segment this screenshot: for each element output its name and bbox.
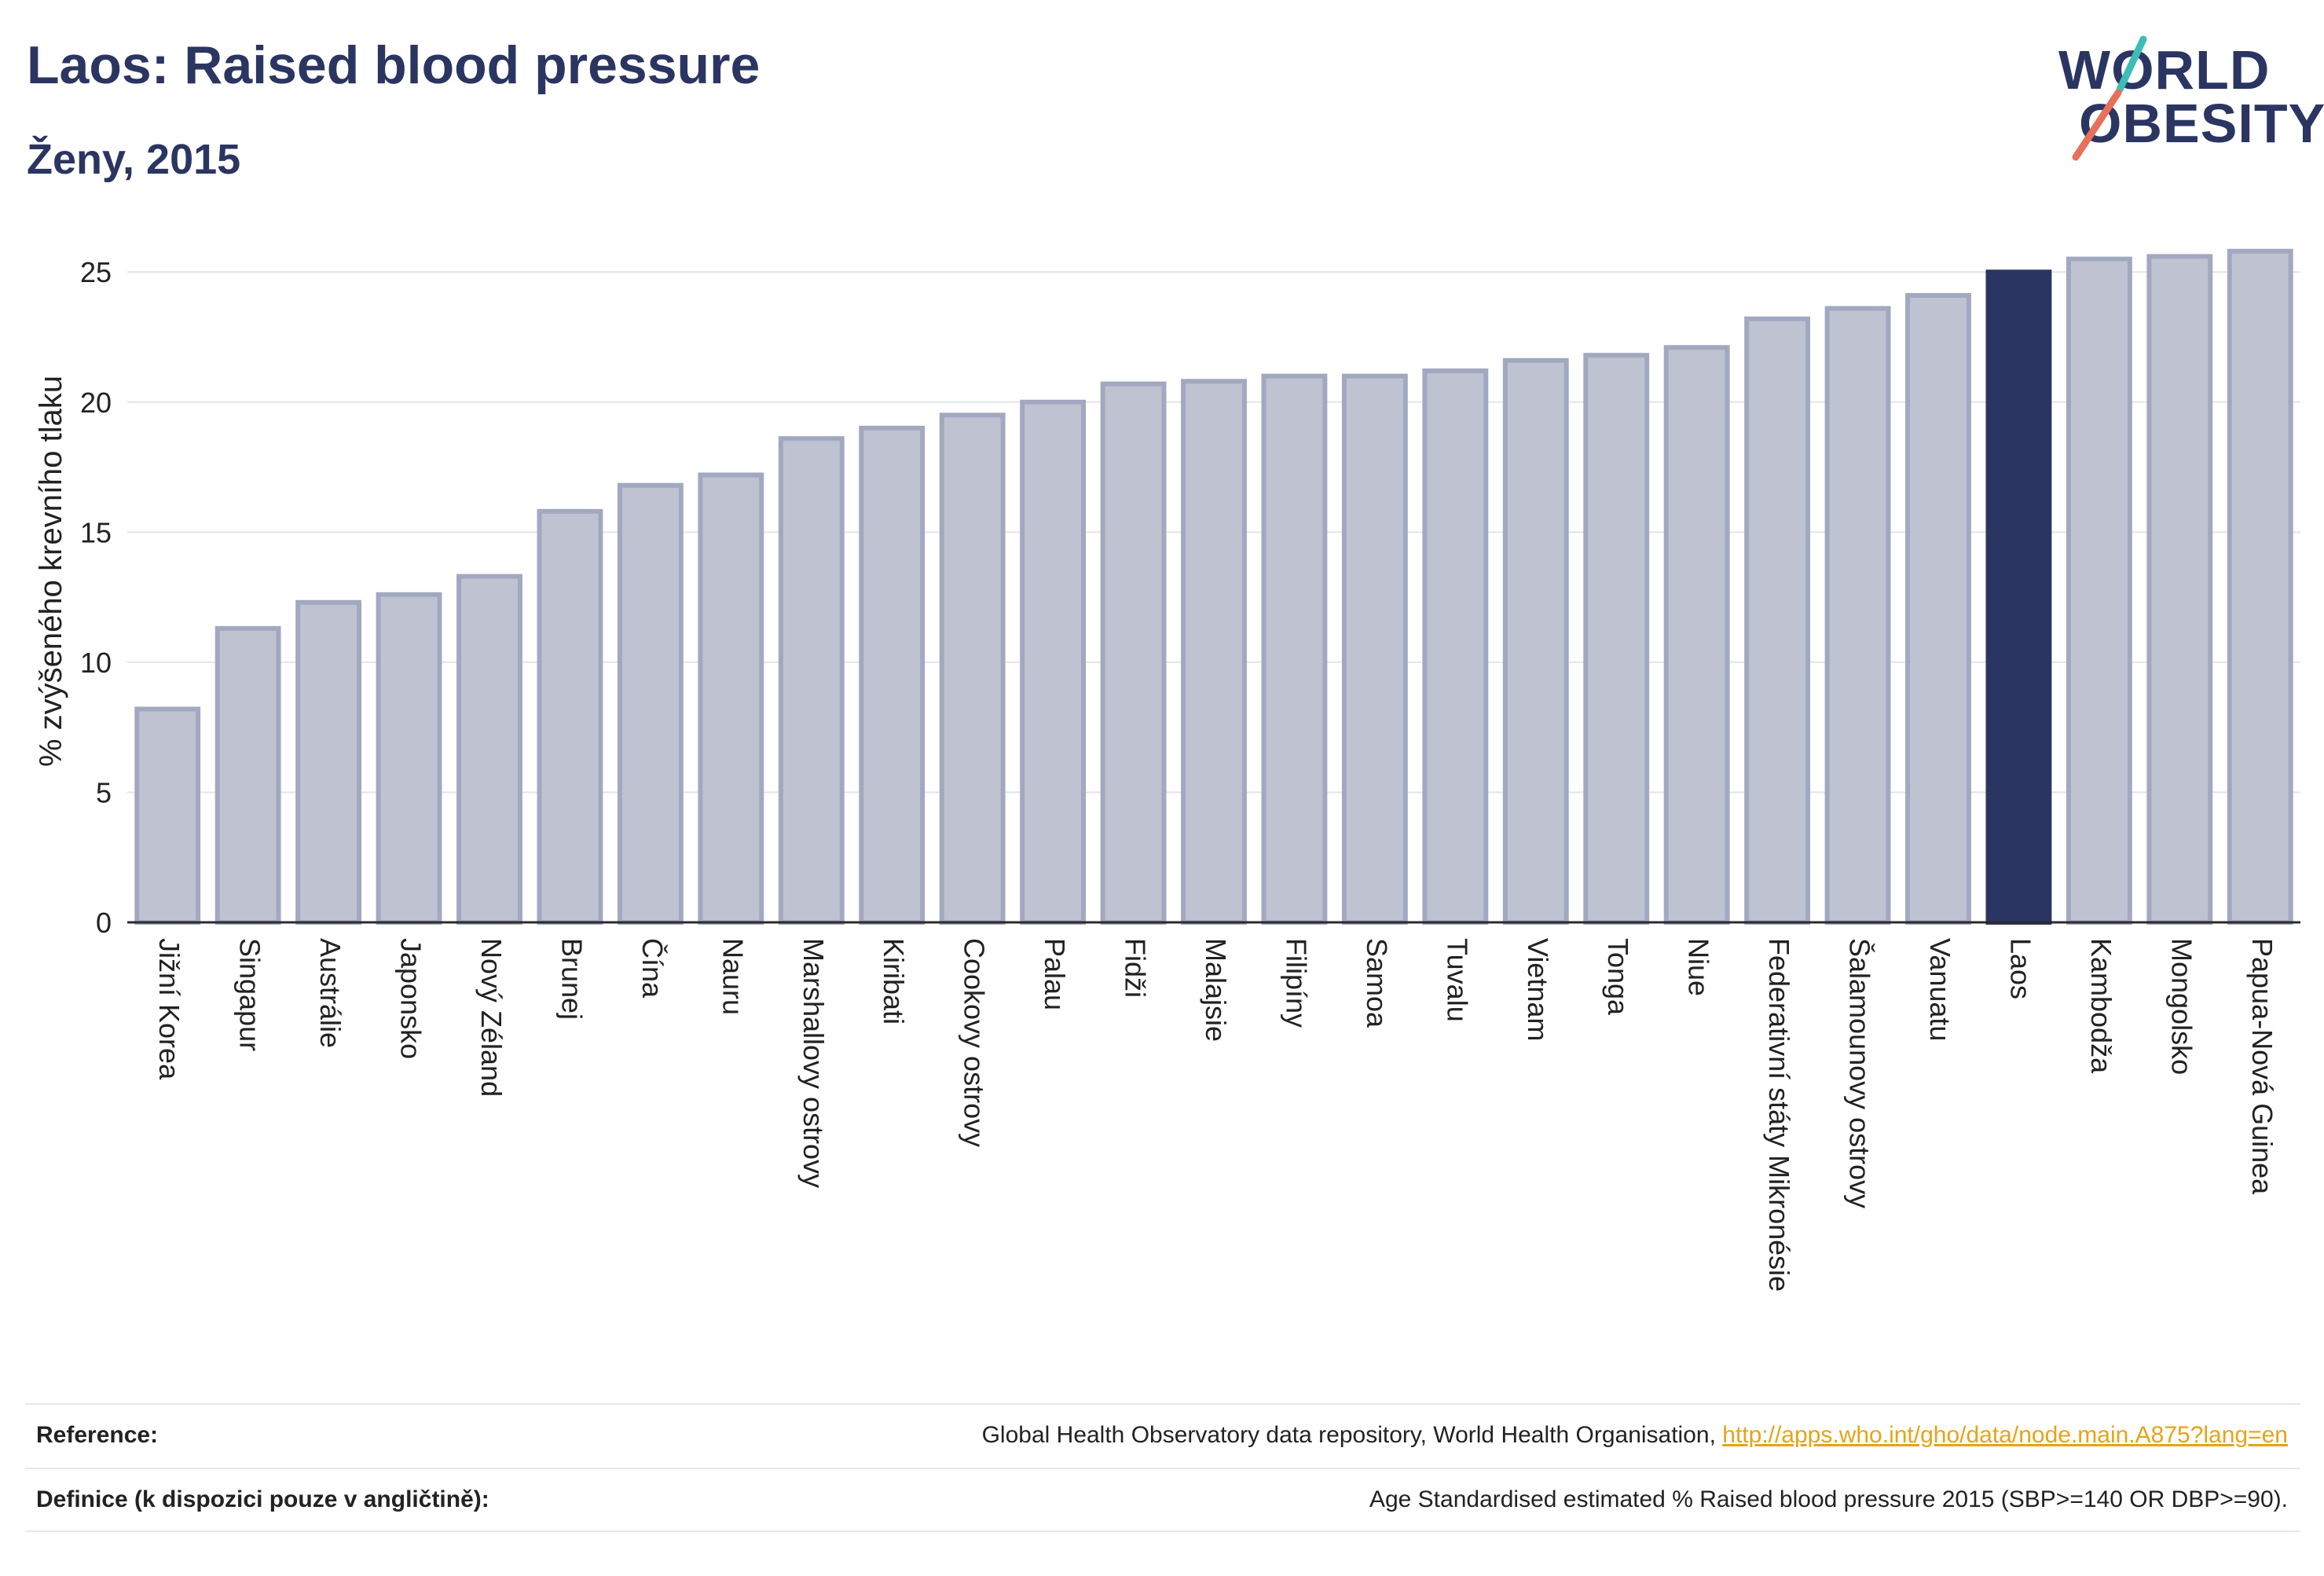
x-tick-label: Jižní Korea — [153, 938, 185, 1080]
x-tick-label: Filipíny — [1280, 938, 1312, 1028]
definition-value: Age Standardised estimated % Raised bloo… — [1369, 1486, 2288, 1512]
bar — [1261, 373, 1328, 925]
bar — [1100, 381, 1167, 925]
reference-link[interactable]: http://apps.who.int/gho/data/node.main.A… — [1722, 1422, 2288, 1448]
bar — [2227, 248, 2293, 925]
reference-row: Reference: Global Health Observatory dat… — [25, 1403, 2300, 1468]
x-tick-label: Singapur — [234, 938, 266, 1051]
world-obesity-logo: WORLD OBESITY — [2043, 31, 2324, 173]
bar — [859, 425, 926, 925]
bar — [537, 508, 603, 925]
bar — [295, 599, 362, 925]
reference-text: Global Health Observatory data repositor… — [981, 1422, 1723, 1448]
x-tick-label: Nauru — [717, 938, 749, 1015]
bar — [214, 625, 281, 925]
x-tick-label: Vanuatu — [1924, 938, 1956, 1041]
x-tick-label: Austrálie — [314, 938, 346, 1048]
bar — [1985, 269, 2052, 925]
bar — [1663, 345, 1730, 925]
x-tick-label: Šalamounovy ostrovy — [1844, 938, 1876, 1208]
logo-slash-icon — [2072, 35, 2147, 161]
bar — [939, 412, 1006, 925]
bar — [1583, 353, 1650, 925]
bar — [376, 592, 442, 925]
reference-label: Reference: — [36, 1422, 159, 1448]
definition-row: Definice (k dispozici pouze v angličtině… — [25, 1468, 2300, 1532]
x-tick-label: Fidži — [1120, 938, 1152, 998]
bar — [1905, 293, 1971, 925]
x-tick-label: Čína — [636, 938, 669, 999]
y-axis-label: % zvýšeného krevního tlaku — [34, 376, 68, 767]
logo-line-1: WORLD — [2058, 39, 2271, 101]
bar — [1341, 373, 1408, 925]
y-tick-label: 5 — [96, 776, 112, 808]
x-tick-label: Malajsie — [1200, 938, 1232, 1042]
y-tick-label: 25 — [80, 256, 112, 288]
x-axis-labels: Jižní Korea Singapur Austrálie Japonsko Nový… — [153, 938, 2278, 1292]
x-tick-label: Mongolsko — [2165, 938, 2198, 1075]
reference-value: Global Health Observatory data repositor… — [982, 1422, 2288, 1449]
bar — [456, 574, 522, 925]
x-tick-label: Japonsko — [395, 938, 427, 1059]
y-axis-ticks: 0 5 10 15 20 25 — [80, 256, 112, 939]
bar — [698, 472, 764, 925]
bars — [134, 248, 2293, 925]
x-tick-label: Vietnam — [1522, 938, 1554, 1041]
x-tick-label: Cookovy ostrovy — [959, 938, 991, 1147]
x-tick-label: Tuvalu — [1441, 938, 1473, 1022]
footer-divider — [25, 1530, 2300, 1532]
x-tick-label: Samoa — [1361, 938, 1393, 1028]
x-tick-label: Marshallovy ostrovy — [797, 938, 830, 1188]
bar — [2146, 254, 2213, 925]
bar — [2066, 256, 2132, 925]
definition-label: Definice (k dispozici pouze v angličtině… — [36, 1486, 489, 1512]
bar — [1020, 399, 1087, 925]
x-tick-label: Kiribati — [878, 938, 910, 1024]
chart-title: Laos: Raised blood pressure — [27, 35, 761, 95]
bar — [778, 436, 845, 925]
x-tick-label: Kambodža — [2085, 938, 2117, 1074]
bar — [134, 706, 201, 925]
x-tick-label: Brunej — [555, 938, 588, 1020]
chart-subtitle: Ženy, 2015 — [27, 136, 241, 183]
x-tick-label: Laos — [2004, 938, 2036, 999]
x-tick-label: Palau — [1039, 938, 1071, 1010]
bar — [617, 482, 684, 925]
y-tick-label: 0 — [96, 907, 112, 939]
x-tick-label: Nový Zéland — [475, 938, 508, 1097]
x-tick-label: Niue — [1683, 938, 1715, 996]
x-tick-label: Tonga — [1602, 938, 1634, 1016]
y-tick-label: 20 — [80, 387, 112, 419]
bar — [1824, 306, 1891, 925]
y-tick-label: 10 — [80, 647, 112, 679]
x-tick-label: Papua-Nová Guinea — [2246, 938, 2278, 1195]
y-tick-label: 15 — [80, 516, 112, 548]
x-tick-label: Federativní státy Mikronésie — [1763, 938, 1795, 1292]
bar — [1744, 316, 1811, 925]
bar — [1502, 357, 1569, 925]
bar — [1422, 368, 1489, 925]
logo-line-2: OBESITY — [2079, 93, 2324, 154]
bar — [1181, 379, 1247, 925]
